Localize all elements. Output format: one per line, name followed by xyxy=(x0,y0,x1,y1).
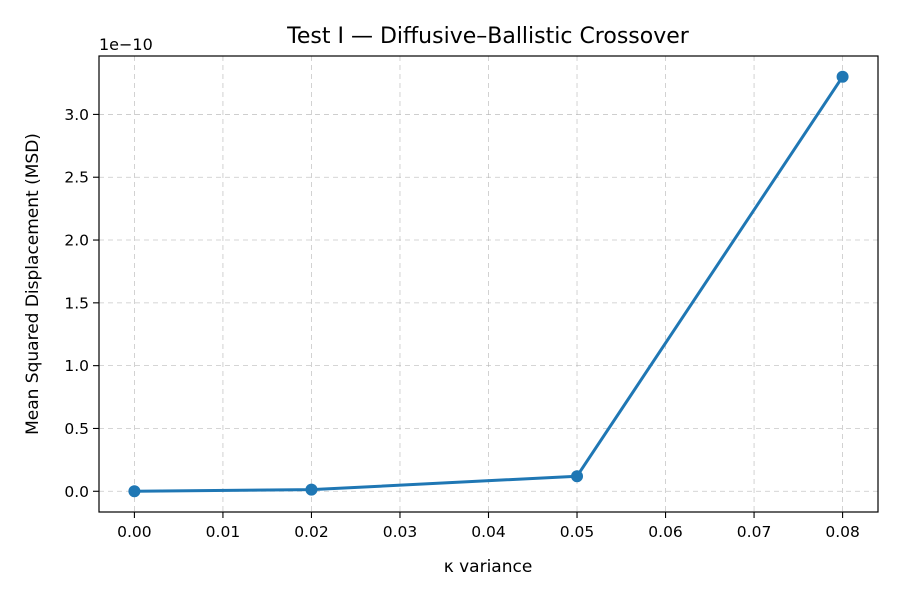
x-tick-label: 0.07 xyxy=(737,523,772,541)
y-tick-label: 1.0 xyxy=(64,357,89,375)
x-tick-label: 0.08 xyxy=(825,523,860,541)
x-axis: 0.00 0.01 0.02 0.03 0.04 0.05 0.06 0.07 0.08 xyxy=(117,512,860,541)
x-tick-label: 0.03 xyxy=(383,523,418,541)
x-tick-label: 0.01 xyxy=(206,523,241,541)
grid xyxy=(99,56,878,512)
y-tick-label: 0.0 xyxy=(64,483,89,501)
y-axis-offset-label: 1e−10 xyxy=(99,35,153,54)
series-layer xyxy=(128,70,849,498)
x-tick-label: 0.06 xyxy=(648,523,683,541)
y-tick-label: 2.0 xyxy=(64,232,89,250)
y-axis-label: Mean Squared Displacement (MSD) xyxy=(23,133,43,435)
y-tick-label: 0.5 xyxy=(64,420,89,438)
data-point xyxy=(305,483,318,496)
data-point xyxy=(836,70,849,83)
chart-title: Test I — Diffusive–Ballistic Crossover xyxy=(286,24,690,49)
data-point xyxy=(128,485,141,498)
y-tick-label: 2.5 xyxy=(64,169,89,187)
y-tick-label: 3.0 xyxy=(64,106,89,124)
x-tick-label: 0.00 xyxy=(117,523,152,541)
x-tick-label: 0.02 xyxy=(294,523,329,541)
x-tick-label: 0.04 xyxy=(471,523,506,541)
y-axis: 0.0 0.5 1.0 1.5 2.0 2.5 3.0 xyxy=(64,106,99,501)
x-axis-label: κ variance xyxy=(444,557,533,577)
y-tick-label: 1.5 xyxy=(64,294,89,312)
series-line xyxy=(132,75,845,493)
data-point xyxy=(571,470,584,483)
x-tick-label: 0.05 xyxy=(560,523,595,541)
